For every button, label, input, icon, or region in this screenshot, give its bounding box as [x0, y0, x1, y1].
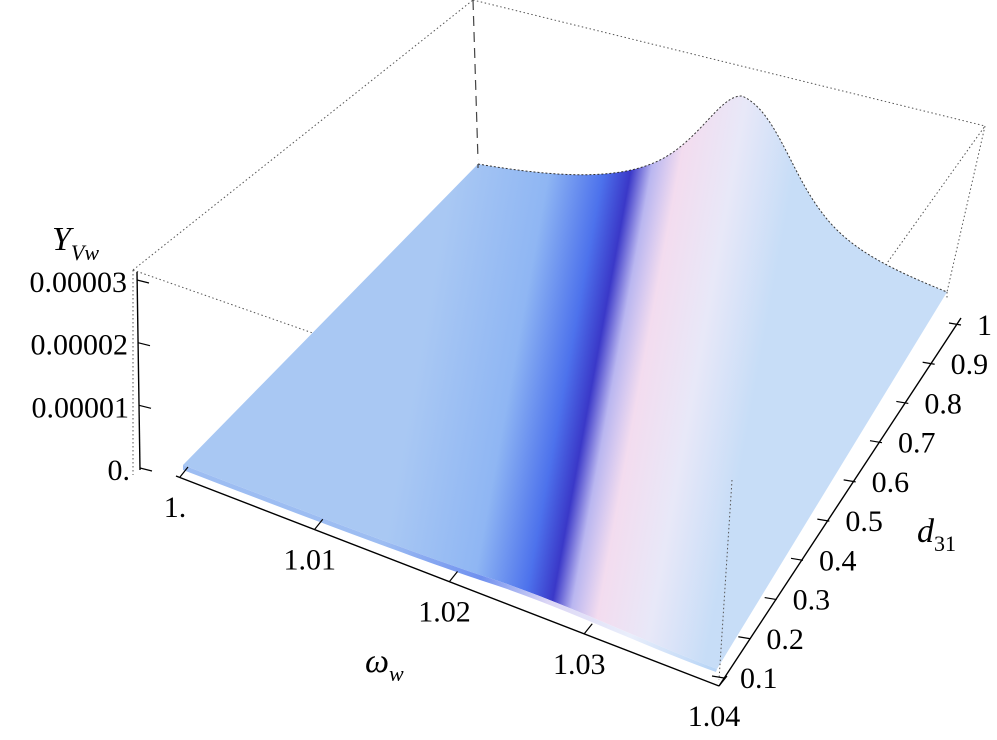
svg-text:d31: d31: [917, 513, 956, 556]
z-tick: [138, 404, 152, 409]
ticks: [136, 279, 962, 687]
x-tick: [583, 623, 593, 635]
surface: [183, 95, 948, 672]
y-axis-line: [718, 317, 962, 687]
y-tick: [896, 400, 909, 405]
x-tick-label: 1.04: [688, 700, 741, 733]
z-tick: [137, 342, 151, 347]
y-tick: [843, 479, 856, 483]
svg-text:YVw: YVw: [52, 221, 99, 265]
y-tick-label: 0.7: [898, 427, 936, 460]
bounding-box-front: [132, 164, 948, 681]
surface-top: [183, 95, 947, 670]
z-axis-title: YVw: [52, 221, 99, 265]
y-tick: [764, 596, 777, 601]
z-tick-label: 0.00002: [31, 329, 129, 362]
x-tick: [314, 518, 324, 530]
y-tick: [738, 636, 751, 640]
svg-text:ωw: ωw: [365, 643, 404, 686]
y-tick: [817, 518, 830, 522]
y-tick: [790, 557, 804, 561]
x-axis-title-main: ω: [365, 643, 389, 680]
x-tick: [449, 571, 458, 582]
y-tick-label: 0.8: [924, 387, 962, 420]
y-axis-title-sub: 31: [934, 531, 956, 556]
surface-front: [183, 465, 717, 672]
y-tick-label: 0.4: [819, 544, 857, 577]
x-axis-line: [175, 475, 720, 687]
z-tick-label: 0.: [108, 454, 131, 487]
z-axis-title-sub: Vw: [71, 240, 99, 265]
y-tick: [948, 322, 962, 326]
axes: [136, 271, 962, 687]
y-axis-title-main: d: [917, 513, 935, 550]
y-tick-label: 1: [977, 309, 992, 342]
x-tick-label: 1.: [164, 491, 187, 524]
z-tick-label: 0.00003: [30, 266, 128, 299]
z-axis-title-main: Y: [52, 221, 74, 258]
x-tick-label: 1.01: [284, 543, 337, 576]
y-tick: [711, 675, 725, 679]
tick-labels: 0. 0.00001 0.00002 0.00003 1. 1.01 1.02 1.03 1.0…: [30, 266, 993, 733]
z-tick: [139, 467, 153, 472]
y-tick-label: 0.2: [766, 623, 804, 656]
x-tick: [718, 675, 728, 687]
z-tick-label: 0.00001: [32, 391, 130, 424]
y-tick-label: 0.9: [951, 348, 989, 381]
y-axis-title: d31: [917, 513, 956, 556]
z-tick: [136, 279, 150, 284]
y-tick-label: 0.6: [872, 466, 910, 499]
x-tick-label: 1.03: [553, 648, 606, 681]
z-axis-line: [136, 271, 141, 471]
x-tick: [179, 466, 189, 478]
y-tick: [922, 361, 935, 365]
x-tick-label: 1.02: [418, 596, 471, 629]
y-tick-label: 0.5: [845, 505, 883, 538]
x-axis-title-sub: w: [389, 661, 404, 686]
y-tick-label: 0.3: [793, 584, 831, 617]
y-tick: [869, 440, 883, 444]
x-axis-title: ωw: [365, 643, 404, 686]
y-tick-label: 0.1: [740, 662, 778, 695]
